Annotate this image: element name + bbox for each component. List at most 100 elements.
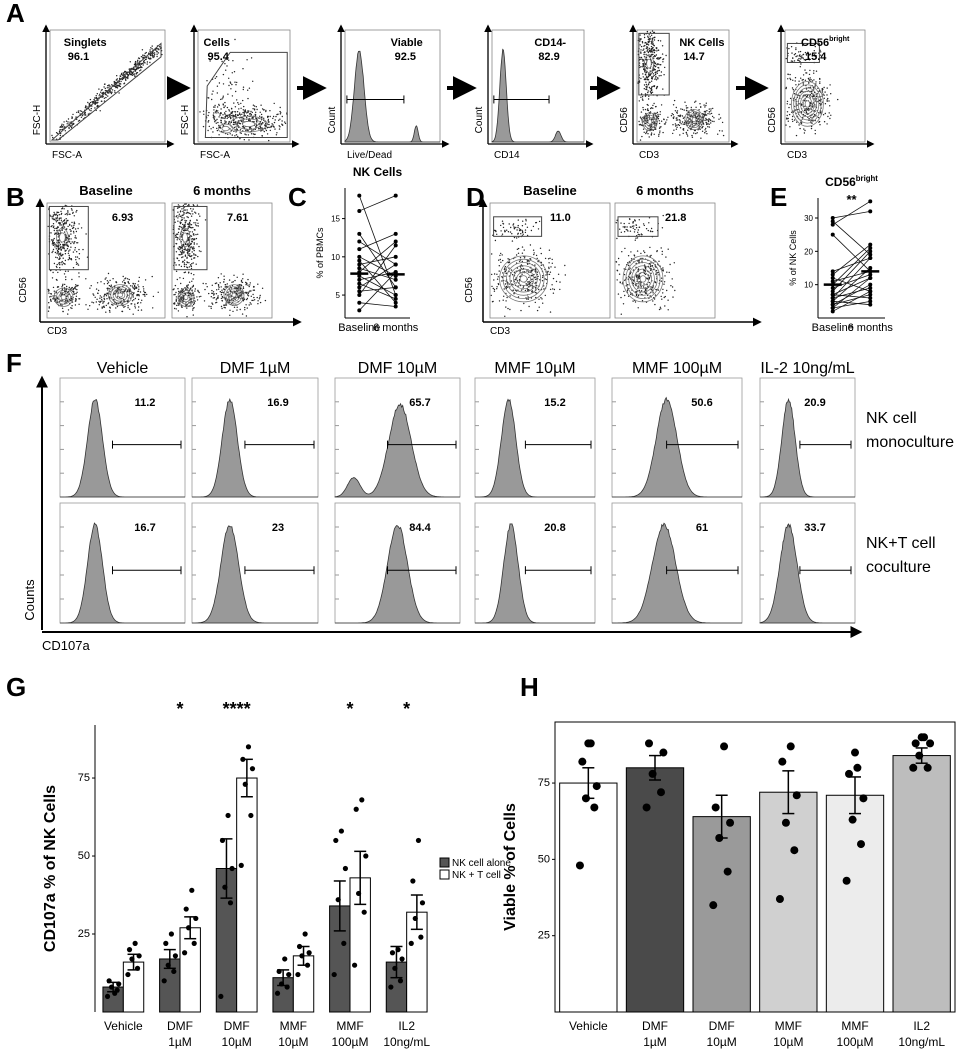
event-dot — [654, 52, 655, 53]
event-dot — [663, 74, 664, 75]
event-dot — [239, 112, 240, 113]
event-dot — [62, 221, 63, 222]
event-dot — [178, 248, 179, 249]
event-dot — [652, 300, 653, 301]
event-dot — [654, 45, 655, 46]
event-dot — [801, 105, 802, 106]
data-point — [305, 963, 310, 968]
event-dot — [58, 246, 59, 247]
event-dot — [108, 85, 109, 86]
event-dot — [640, 51, 641, 52]
event-dot — [269, 127, 270, 128]
event-dot — [108, 282, 109, 283]
y-axis-label: Count — [474, 106, 485, 133]
event-dot — [188, 249, 189, 250]
event-dot — [651, 93, 652, 94]
plot-frame — [760, 378, 855, 497]
event-dot — [108, 273, 109, 274]
event-dot — [545, 278, 546, 279]
data-point — [357, 255, 361, 259]
event-dot — [274, 103, 275, 104]
event-dot — [235, 116, 236, 117]
event-dot — [178, 296, 179, 297]
event-dot — [214, 105, 215, 106]
event-dot — [810, 87, 811, 88]
event-dot — [652, 39, 653, 40]
event-dot — [260, 295, 261, 296]
event-dot — [620, 222, 621, 223]
event-dot — [531, 230, 532, 231]
event-dot — [185, 203, 186, 204]
event-dot — [673, 118, 674, 119]
event-dot — [48, 226, 49, 227]
event-dot — [503, 300, 504, 301]
event-dot — [659, 123, 660, 124]
data-point — [868, 296, 872, 300]
event-dot — [656, 54, 657, 55]
event-dot — [114, 92, 115, 93]
event-dot — [111, 93, 112, 94]
event-dot — [52, 295, 53, 296]
event-dot — [709, 111, 710, 112]
data-point — [388, 984, 393, 989]
y-tick-label: 75 — [538, 777, 550, 789]
event-dot — [676, 129, 677, 130]
event-dot — [534, 252, 535, 253]
event-dot — [712, 116, 713, 117]
event-dot — [64, 226, 65, 227]
event-dot — [56, 230, 57, 231]
event-dot — [241, 285, 242, 286]
event-dot — [71, 298, 72, 299]
event-dot — [712, 108, 713, 109]
event-dot — [135, 307, 136, 308]
event-dot — [658, 116, 659, 117]
event-dot — [233, 102, 234, 103]
event-dot — [176, 271, 177, 272]
event-dot — [181, 236, 182, 237]
event-dot — [642, 60, 643, 61]
event-dot — [281, 124, 282, 125]
event-dot — [498, 283, 499, 284]
event-dot — [183, 207, 184, 208]
event-dot — [492, 301, 493, 302]
event-dot — [673, 114, 674, 115]
event-dot — [215, 78, 216, 79]
event-dot — [94, 97, 95, 98]
event-dot — [109, 280, 110, 281]
histogram-plot — [475, 378, 595, 497]
event-dot — [648, 96, 649, 97]
event-dot — [491, 253, 492, 254]
data-point — [341, 941, 346, 946]
event-dot — [244, 133, 245, 134]
chart-title-base: CD56 — [825, 175, 856, 189]
event-dot — [65, 276, 66, 277]
event-dot — [255, 117, 256, 118]
event-dot — [795, 77, 796, 78]
event-dot — [149, 49, 150, 50]
event-dot — [100, 281, 101, 282]
event-dot — [221, 273, 222, 274]
event-dot — [55, 245, 56, 246]
event-dot — [515, 282, 516, 283]
event-dot — [496, 288, 497, 289]
data-point — [248, 813, 253, 818]
event-dot — [804, 69, 805, 70]
event-dot — [61, 255, 62, 256]
event-dot — [624, 226, 625, 227]
event-dot — [194, 250, 195, 251]
event-dot — [89, 288, 90, 289]
event-dot — [223, 276, 224, 277]
event-dot — [253, 286, 254, 287]
data-point — [109, 984, 114, 989]
event-dot — [137, 284, 138, 285]
event-dot — [693, 112, 694, 113]
event-dot — [142, 49, 143, 50]
event-dot — [656, 87, 657, 88]
event-dot — [819, 78, 820, 79]
event-dot — [502, 260, 503, 261]
legend-swatch — [440, 858, 449, 867]
event-dot — [826, 99, 827, 100]
event-dot — [107, 303, 108, 304]
event-dot — [200, 296, 201, 297]
event-dot — [72, 241, 73, 242]
